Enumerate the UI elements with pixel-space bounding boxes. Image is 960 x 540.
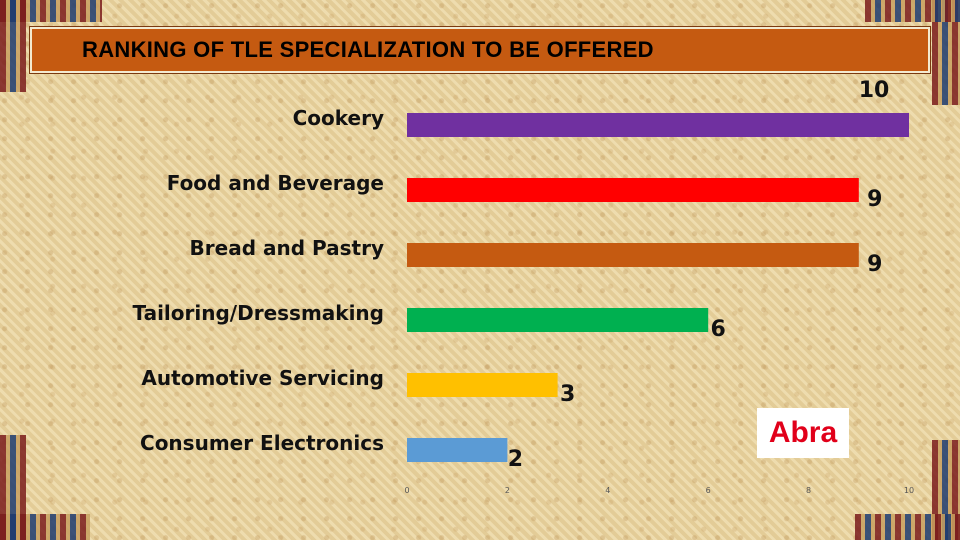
title-bar: RANKING OF TLE SPECIALIZATION TO BE OFFE… [30,27,930,73]
x-tick-label: 10 [904,486,914,495]
category-label: Food and Beverage [167,171,384,195]
data-label: 9 [867,252,882,277]
decorative-border-top-left-horizontal [0,0,102,22]
watermark-text: Abra [768,416,838,449]
x-tick-label: 2 [505,486,510,495]
data-label: 6 [711,317,726,342]
data-label: 9 [867,187,882,212]
x-tick-label: 0 [404,486,409,495]
chart-title: RANKING OF TLE SPECIALIZATION TO BE OFFE… [82,37,654,62]
bar-food-and-beverage [407,178,859,202]
category-label: Consumer Electronics [140,431,384,455]
category-label: Tailoring/Dressmaking [133,301,384,325]
category-label: Automotive Servicing [141,366,384,390]
category-label: Cookery [293,106,384,130]
watermark-stamp: Abra [757,408,849,458]
category-label: Bread and Pastry [190,236,384,260]
decorative-border-bottom-right-horizontal [855,514,960,540]
bar-consumer-electronics [407,438,508,462]
x-tick-label: 6 [706,486,711,495]
bar-bread-and-pastry [407,243,859,267]
x-tick-label: 4 [605,486,610,495]
bar-tailoring-dressmaking [407,308,709,332]
data-label: 3 [560,382,575,407]
bar-cookery [407,113,909,137]
decorative-border-top-right-horizontal [865,0,960,22]
data-label: 10 [859,78,890,103]
decorative-border-bottom-left-horizontal [0,514,90,540]
data-label: 2 [508,447,523,472]
x-tick-label: 8 [806,486,811,495]
bar-automotive-servicing [407,373,558,397]
